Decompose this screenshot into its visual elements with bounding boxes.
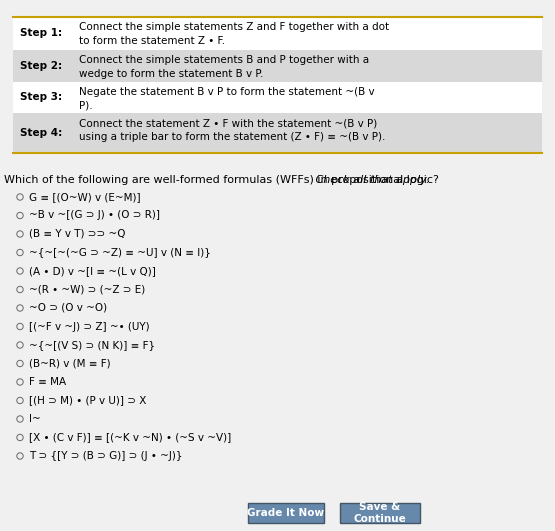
Text: (B ≡ Y v T) ⊃⊃ ~Q: (B ≡ Y v T) ⊃⊃ ~Q xyxy=(29,229,125,239)
Text: [X • (C v F)] ≡ [(~K v ~N) • (~S v ~V)]: [X • (C v F)] ≡ [(~K v ~N) • (~S v ~V)] xyxy=(29,433,231,442)
Text: (A • D) v ~[I ≡ ~(L v Q)]: (A • D) v ~[I ≡ ~(L v Q)] xyxy=(29,266,156,276)
Text: Step 3:: Step 3: xyxy=(20,92,62,102)
FancyBboxPatch shape xyxy=(13,17,542,50)
Text: F ≡ MA: F ≡ MA xyxy=(29,377,66,387)
Text: ~O ⊃ (O v ~O): ~O ⊃ (O v ~O) xyxy=(29,303,107,313)
Text: (B~R) v (M ≡ F): (B~R) v (M ≡ F) xyxy=(29,358,110,369)
Text: Grade It Now: Grade It Now xyxy=(248,508,325,518)
Text: Which of the following are well-formed formulas (WFFs) in propositional logic?: Which of the following are well-formed f… xyxy=(4,175,439,185)
Text: [(H ⊃ M) • (P v U)] ⊃ X: [(H ⊃ M) • (P v U)] ⊃ X xyxy=(29,396,147,406)
Text: Connect the statement Z • F with the statement ~(B v P)
using a triple bar to fo: Connect the statement Z • F with the sta… xyxy=(79,118,385,142)
Text: ~B v ~[(G ⊃ J) • (O ⊃ R)]: ~B v ~[(G ⊃ J) • (O ⊃ R)] xyxy=(29,210,160,220)
Text: Negate the statement B v P to form the statement ~(B v
P).: Negate the statement B v P to form the s… xyxy=(79,87,375,111)
Text: Connect the simple statements B and P together with a
wedge to form the statemen: Connect the simple statements B and P to… xyxy=(79,55,369,79)
Text: Check all that apply.: Check all that apply. xyxy=(312,175,430,185)
Text: ~{~[~(~G ⊃ ~Z) ≡ ~U] v (N ≡ I)}: ~{~[~(~G ⊃ ~Z) ≡ ~U] v (N ≡ I)} xyxy=(29,247,211,258)
Text: I~: I~ xyxy=(29,414,41,424)
Text: G ≡ [(O~W) v (E~M)]: G ≡ [(O~W) v (E~M)] xyxy=(29,192,140,202)
Text: Step 1:: Step 1: xyxy=(20,29,62,39)
FancyBboxPatch shape xyxy=(13,82,542,113)
Text: Step 4:: Step 4: xyxy=(20,128,62,138)
Text: Save &
Continue: Save & Continue xyxy=(354,502,406,524)
FancyBboxPatch shape xyxy=(13,50,542,82)
FancyBboxPatch shape xyxy=(13,113,542,153)
Text: T ⊃ {[Y ⊃ (B ⊃ G)] ⊃ (J • ~J)}: T ⊃ {[Y ⊃ (B ⊃ G)] ⊃ (J • ~J)} xyxy=(29,451,183,461)
FancyBboxPatch shape xyxy=(248,503,324,523)
Text: ~{~[(V S) ⊃ (N K)] ≡ F}: ~{~[(V S) ⊃ (N K)] ≡ F} xyxy=(29,340,155,350)
Text: Connect the simple statements Z and F together with a dot
to form the statement : Connect the simple statements Z and F to… xyxy=(79,22,389,46)
Text: ~(R • ~W) ⊃ (~Z ⊃ E): ~(R • ~W) ⊃ (~Z ⊃ E) xyxy=(29,285,145,295)
FancyBboxPatch shape xyxy=(340,503,420,523)
FancyBboxPatch shape xyxy=(13,17,542,153)
Text: Step 2:: Step 2: xyxy=(20,61,62,71)
Text: [(~F v ~J) ⊃ Z] ~• (UY): [(~F v ~J) ⊃ Z] ~• (UY) xyxy=(29,321,150,331)
